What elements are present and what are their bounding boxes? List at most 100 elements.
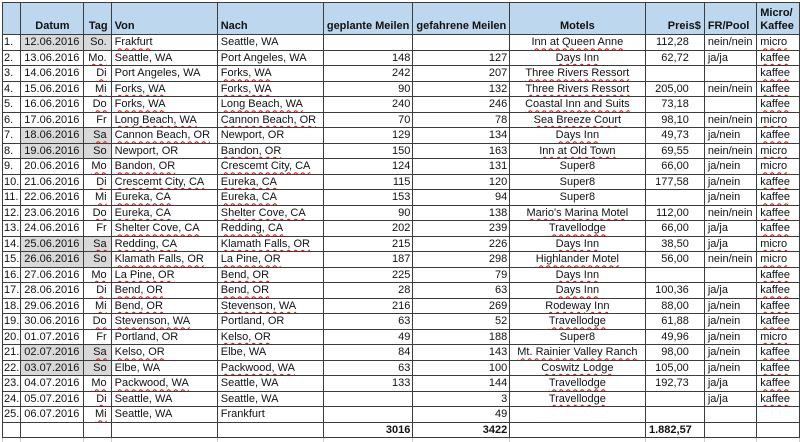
cell-fr[interactable]: nein/nein [704,143,756,159]
cell-preis[interactable] [645,391,704,407]
cell-gep[interactable]: 187 [323,252,413,268]
cell-preis[interactable]: 56,00 [645,252,704,268]
cell-tag[interactable]: So [84,252,111,268]
cell-datum[interactable]: 27.06.2016 [21,267,84,283]
cell-gep[interactable]: 90 [323,81,413,97]
cell-tag[interactable]: Fr [84,329,111,345]
cell-nach[interactable]: Packwood, WA [217,360,323,376]
cell-tag[interactable]: Fr [84,112,111,128]
cell-preis[interactable]: 88,00 [645,298,704,314]
cell-n[interactable]: 1. [3,35,21,51]
cell-preis[interactable]: 61,88 [645,314,704,330]
cell-mk[interactable]: micro [757,159,800,175]
cell-mk[interactable]: kaffee [757,174,800,190]
cell-gef[interactable]: 3 [413,391,510,407]
cell-n[interactable]: 6. [3,112,21,128]
cell-motel[interactable] [510,407,645,423]
cell-nach[interactable]: Bandon, OR [217,143,323,159]
cell-mk[interactable]: micro [757,252,800,268]
cell-datum[interactable]: 01.07.2016 [21,329,84,345]
cell-preis[interactable]: 112,28 [645,35,704,51]
cell-preis[interactable] [645,190,704,206]
cell-fr[interactable]: ja/nein [704,345,756,361]
cell-preis[interactable]: 112,00 [645,205,704,221]
cell-nach[interactable]: Port Angeles, WA [217,50,323,66]
cell-tag[interactable]: So. [84,35,111,51]
total-geplante-meilen[interactable]: 3016 [323,422,413,438]
cell-mk[interactable]: micro [757,329,800,345]
cell-datum[interactable]: 21.06.2016 [21,174,84,190]
cell-gep[interactable]: 225 [323,267,413,283]
header-rownum[interactable] [3,3,21,35]
cell-n[interactable]: 3. [3,66,21,82]
cell-n[interactable]: 18. [3,298,21,314]
cell-von[interactable]: Redding, CA [111,236,217,252]
totals-von-cell[interactable] [111,422,217,438]
cell-von[interactable]: Cannon Beach, OR [111,128,217,144]
cell-motel[interactable]: Highlander Motel [510,252,645,268]
cell-gef[interactable]: 239 [413,221,510,237]
cell-tag[interactable]: Do [84,314,111,330]
cell-von[interactable]: Newport, OR [111,143,217,159]
cell-von[interactable]: Frakfurt [111,35,217,51]
cell-mk[interactable]: kaffee [757,391,800,407]
cell-fr[interactable]: nein/nein [704,35,756,51]
cell-tag[interactable]: Mi [84,407,111,423]
cell-n[interactable]: 14. [3,236,21,252]
cell-n[interactable]: 25. [3,407,21,423]
cell-tag[interactable]: Do [84,97,111,113]
cell-n[interactable]: 13. [3,221,21,237]
cell-tag[interactable]: Di [84,66,111,82]
cell-gef[interactable]: 207 [413,66,510,82]
cell-fr[interactable] [704,267,756,283]
total-preis[interactable]: 1.882,57 [645,422,704,438]
cell-tag[interactable]: Mi [84,190,111,206]
cell-tag[interactable]: Mo [84,376,111,392]
cell-tag[interactable]: Do [84,205,111,221]
cell-datum[interactable]: 03.07.2016 [21,360,84,376]
cell-gef[interactable]: 144 [413,376,510,392]
cell-preis[interactable]: 69,55 [645,143,704,159]
cell-von[interactable]: Bend, OR [111,298,217,314]
cell-mk[interactable]: kaffee [757,376,800,392]
cell-n[interactable]: 5. [3,97,21,113]
cell-gef[interactable]: 163 [413,143,510,159]
cell-nach[interactable]: Newport, OR [217,128,323,144]
cell-tag[interactable]: Mo [84,159,111,175]
cell-mk[interactable]: kaffee [757,283,800,299]
cell-preis[interactable]: 38,50 [645,236,704,252]
cell-preis[interactable]: 192,73 [645,376,704,392]
cell-nach[interactable]: Elbe, WA [217,345,323,361]
cell-preis[interactable]: 62,72 [645,50,704,66]
cell-motel[interactable]: Coswitz Lodge [510,360,645,376]
header-von[interactable]: Von [111,3,217,35]
cell-n[interactable]: 12. [3,205,21,221]
cell-motel[interactable]: Travellodge [510,391,645,407]
cell-n[interactable]: 20. [3,329,21,345]
cell-datum[interactable]: 15.06.2016 [21,81,84,97]
cell-nach[interactable]: Bend, OR [217,283,323,299]
cell-n[interactable]: 15. [3,252,21,268]
cell-gep[interactable] [323,407,413,423]
cell-nach[interactable]: Seattle, WA [217,391,323,407]
cell-gep[interactable]: 28 [323,283,413,299]
cell-tag[interactable]: Sa [84,128,111,144]
cell-datum[interactable]: 19.06.2016 [21,143,84,159]
cell-fr[interactable]: ja/nein [704,360,756,376]
cell-tag[interactable]: Mi [84,298,111,314]
cell-preis[interactable]: 49,96 [645,329,704,345]
cell-datum[interactable]: 20.06.2016 [21,159,84,175]
cell-nach[interactable]: Crescemt City, CA [217,159,323,175]
totals-tag-cell[interactable] [84,422,111,438]
cell-preis[interactable]: 98,00 [645,345,704,361]
cell-datum[interactable]: 14.06.2016 [21,66,84,82]
cell-n[interactable]: 8. [3,143,21,159]
cell-fr[interactable] [704,97,756,113]
cell-nach[interactable]: La Pine, OR [217,252,323,268]
cell-gep[interactable]: 84 [323,345,413,361]
cell-fr[interactable]: ja/nein [704,128,756,144]
cell-nach[interactable]: Eureka, CA [217,174,323,190]
cell-gef[interactable]: 134 [413,128,510,144]
cell-fr[interactable]: ja/nein [704,329,756,345]
header-micro-kaffee[interactable]: Micro/Kaffee [757,3,800,35]
